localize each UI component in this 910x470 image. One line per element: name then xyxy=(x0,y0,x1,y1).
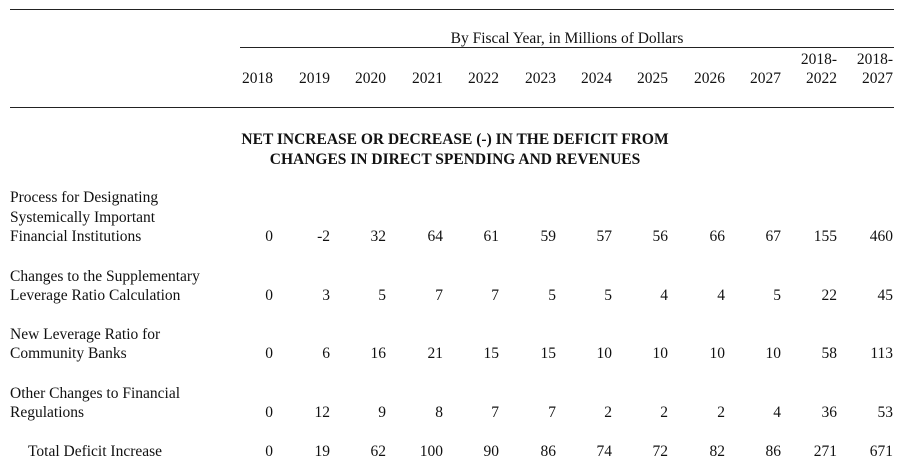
total-value: 62 xyxy=(370,443,387,460)
row-value: 59 xyxy=(540,228,557,245)
row-value: 4 xyxy=(717,287,725,304)
row-value: 56 xyxy=(652,228,669,245)
row-value: 12 xyxy=(314,404,331,421)
row-value: 2 xyxy=(717,404,725,421)
row-value: -2 xyxy=(317,228,330,245)
column-header-2018: 2018 xyxy=(242,70,273,87)
row-value: 66 xyxy=(709,228,726,245)
row-value: 2 xyxy=(660,404,668,421)
total-value: 19 xyxy=(314,443,331,460)
row-value: 5 xyxy=(604,287,612,304)
total-value: 0 xyxy=(265,443,273,460)
row-value: 67 xyxy=(765,228,782,245)
row-label-line: New Leverage Ratio for xyxy=(10,325,161,343)
column-header-2022: 2022 xyxy=(468,70,499,87)
column-header-2027: 2027 xyxy=(750,70,781,87)
row-value: 5 xyxy=(548,287,556,304)
row-value: 10 xyxy=(765,345,782,362)
row-value: 61 xyxy=(483,228,500,245)
row-value: 3 xyxy=(322,287,330,304)
section-title-line-2: CHANGES IN DIRECT SPENDING AND REVENUES xyxy=(269,151,641,168)
row-label-line: Changes to the Supplementary xyxy=(10,267,200,285)
row-value: 5 xyxy=(773,287,781,304)
total-value: 100 xyxy=(419,443,443,460)
row-label-line: Systemically Important xyxy=(10,208,156,226)
header-bottom-rule xyxy=(10,107,894,108)
column-header-2025: 2025 xyxy=(637,70,668,87)
row-label-line: Process for Designating xyxy=(10,189,159,206)
total-value: 72 xyxy=(652,443,669,460)
total-value: 74 xyxy=(596,443,613,460)
row-value: 2 xyxy=(604,404,612,421)
total-label: Total Deficit Increase xyxy=(28,443,163,460)
column-header-2020: 2020 xyxy=(355,70,386,87)
row-value: 7 xyxy=(491,404,499,421)
row-value: 45 xyxy=(877,287,894,304)
row-value: 15 xyxy=(483,345,500,362)
row-label-line: Community Banks xyxy=(10,345,127,362)
column-header-2021: 2021 xyxy=(412,70,443,87)
total-value: 671 xyxy=(869,443,893,460)
caption-rule xyxy=(240,47,894,48)
row-value: 53 xyxy=(877,404,894,421)
row-value: 58 xyxy=(821,345,838,362)
row-value: 21 xyxy=(427,345,444,362)
row-value: 7 xyxy=(491,287,499,304)
total-value: 90 xyxy=(483,443,500,460)
row-value: 10 xyxy=(709,345,726,362)
row-label-line: Other Changes to Financial xyxy=(10,384,181,402)
row-value: 10 xyxy=(652,345,669,362)
row-value: 5 xyxy=(378,287,386,304)
row-value: 8 xyxy=(435,404,443,421)
row-label-line: Financial Institutions xyxy=(10,228,142,245)
column-header-2024: 2024 xyxy=(581,70,612,87)
row-value: 15 xyxy=(540,345,557,362)
column-header-range-top: 2018- xyxy=(856,51,893,68)
total-value: 86 xyxy=(765,443,782,460)
row-value: 113 xyxy=(870,345,893,362)
row-value: 22 xyxy=(821,287,838,304)
row-value: 32 xyxy=(370,228,387,245)
row-value: 0 xyxy=(265,404,273,421)
table-caption: By Fiscal Year, in Millions of Dollars xyxy=(450,30,684,47)
row-value: 4 xyxy=(773,404,781,421)
row-value: 10 xyxy=(596,345,613,362)
row-value: 36 xyxy=(821,404,838,421)
row-value: 0 xyxy=(265,228,273,245)
row-value: 57 xyxy=(596,228,613,245)
row-value: 460 xyxy=(869,228,893,245)
section-title-line-1: NET INCREASE OR DECREASE (-) IN THE DEFI… xyxy=(241,131,669,148)
row-value: 155 xyxy=(813,228,837,245)
row-value: 4 xyxy=(660,287,668,304)
row-value: 0 xyxy=(265,345,273,362)
row-label-line: Regulations xyxy=(10,404,85,421)
row-value: 7 xyxy=(548,404,556,421)
column-header-2019: 2019 xyxy=(299,70,330,87)
total-value: 82 xyxy=(709,443,726,460)
column-header-range-bottom: 2027 xyxy=(862,70,893,87)
row-value: 64 xyxy=(427,228,444,245)
column-header-2026: 2026 xyxy=(694,70,725,87)
total-value: 86 xyxy=(540,443,557,460)
column-header-2023: 2023 xyxy=(525,70,556,87)
column-header-range-top: 2018- xyxy=(800,51,837,68)
row-value: 16 xyxy=(370,345,387,362)
total-value: 271 xyxy=(813,443,837,460)
row-label-line: Leverage Ratio Calculation xyxy=(10,287,181,304)
row-value: 7 xyxy=(435,287,443,304)
top-rule xyxy=(10,9,894,10)
row-value: 6 xyxy=(322,345,330,362)
row-value: 0 xyxy=(265,287,273,304)
column-header-range-bottom: 2022 xyxy=(806,70,837,87)
row-value: 9 xyxy=(378,404,386,421)
